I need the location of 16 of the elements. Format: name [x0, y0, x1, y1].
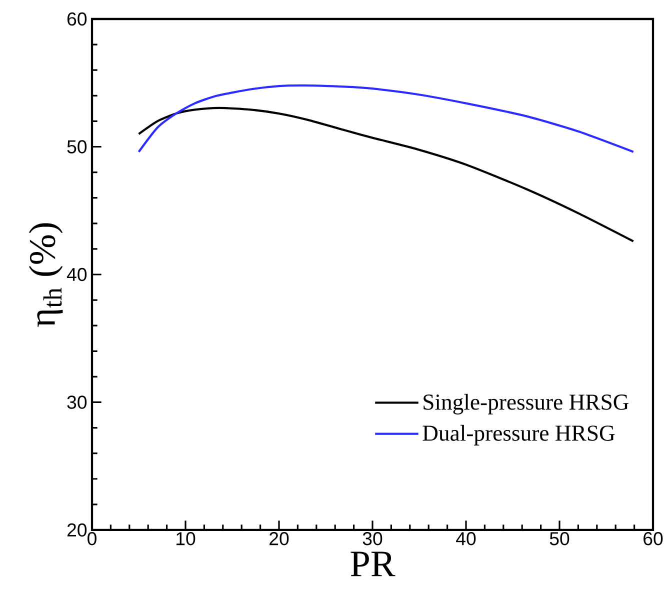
x-axis-title: PR	[350, 552, 396, 576]
legend-label: Single-pressure HRSG	[424, 394, 629, 414]
x-tick-label: 60	[644, 532, 663, 546]
legend-label: Dual-pressure HRSG	[422, 424, 615, 446]
y-tick-label: 20	[67, 523, 87, 537]
y-axis-title: η$_{th}$ (%)	[28, 223, 63, 327]
x-tick-label: 30	[362, 532, 382, 546]
x-tick-label: 40	[456, 532, 476, 546]
y-tick-label: 60	[67, 12, 87, 26]
y-tick-label: 30	[67, 396, 87, 409]
x-tick-label: 20	[270, 532, 289, 546]
x-tick-label: 10	[176, 532, 196, 546]
y-tick-label: 50	[67, 140, 87, 154]
x-tick-label: 50	[550, 532, 570, 546]
x-tick-label: 0	[88, 532, 96, 546]
y-tick-label: 40	[66, 268, 87, 282]
